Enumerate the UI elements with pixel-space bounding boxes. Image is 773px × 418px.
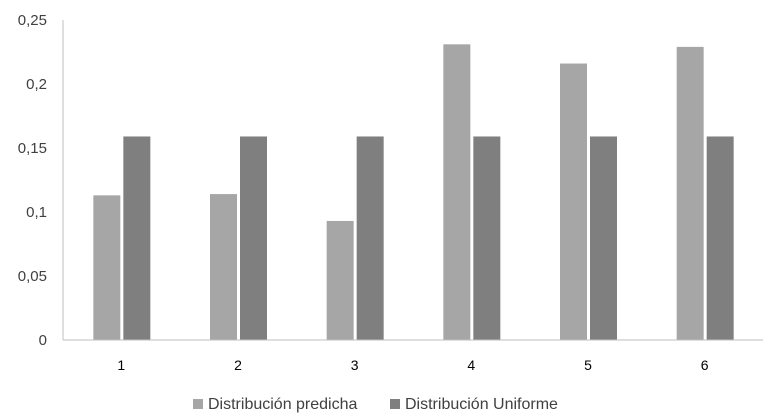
- bar-predicted: [326, 220, 354, 340]
- legend-label: Distribución Uniforme: [405, 396, 558, 413]
- legend-swatch: [193, 399, 203, 409]
- bar-uniform: [590, 136, 617, 340]
- bar-uniform: [706, 136, 734, 340]
- legend-label: Distribución predicha: [208, 396, 358, 413]
- x-tick-label: 6: [701, 357, 709, 373]
- y-tick-label: 0,1: [26, 204, 47, 221]
- bars: [93, 44, 734, 341]
- bar-uniform: [123, 136, 151, 340]
- x-tick-label: 3: [351, 357, 359, 373]
- x-tick-label: 2: [234, 357, 242, 373]
- bar-predicted: [560, 63, 587, 341]
- bar-predicted: [93, 195, 121, 340]
- x-tick-label: 5: [584, 357, 592, 373]
- x-tick-label: 1: [117, 357, 125, 373]
- y-tick-label: 0,25: [18, 12, 47, 29]
- y-tick-label: 0,05: [18, 268, 47, 285]
- y-axis-ticks: 0 0,05 0,1 0,15 0,2 0,25: [18, 12, 47, 349]
- y-tick-label: 0,15: [18, 140, 47, 157]
- legend-swatch: [390, 399, 400, 409]
- y-tick-label: 0,2: [26, 76, 47, 93]
- legend: Distribución predicha Distribución Unifor…: [193, 396, 558, 413]
- bar-predicted: [676, 46, 704, 340]
- x-axis-ticks: 1 2 3 4 5 6: [117, 357, 708, 373]
- bar-uniform: [473, 136, 501, 340]
- bar-predicted: [443, 44, 471, 340]
- y-tick-label: 0: [39, 332, 47, 349]
- bar-uniform: [240, 136, 267, 340]
- x-tick-label: 4: [467, 357, 475, 373]
- bar-predicted: [210, 194, 237, 340]
- bar-uniform: [356, 136, 384, 340]
